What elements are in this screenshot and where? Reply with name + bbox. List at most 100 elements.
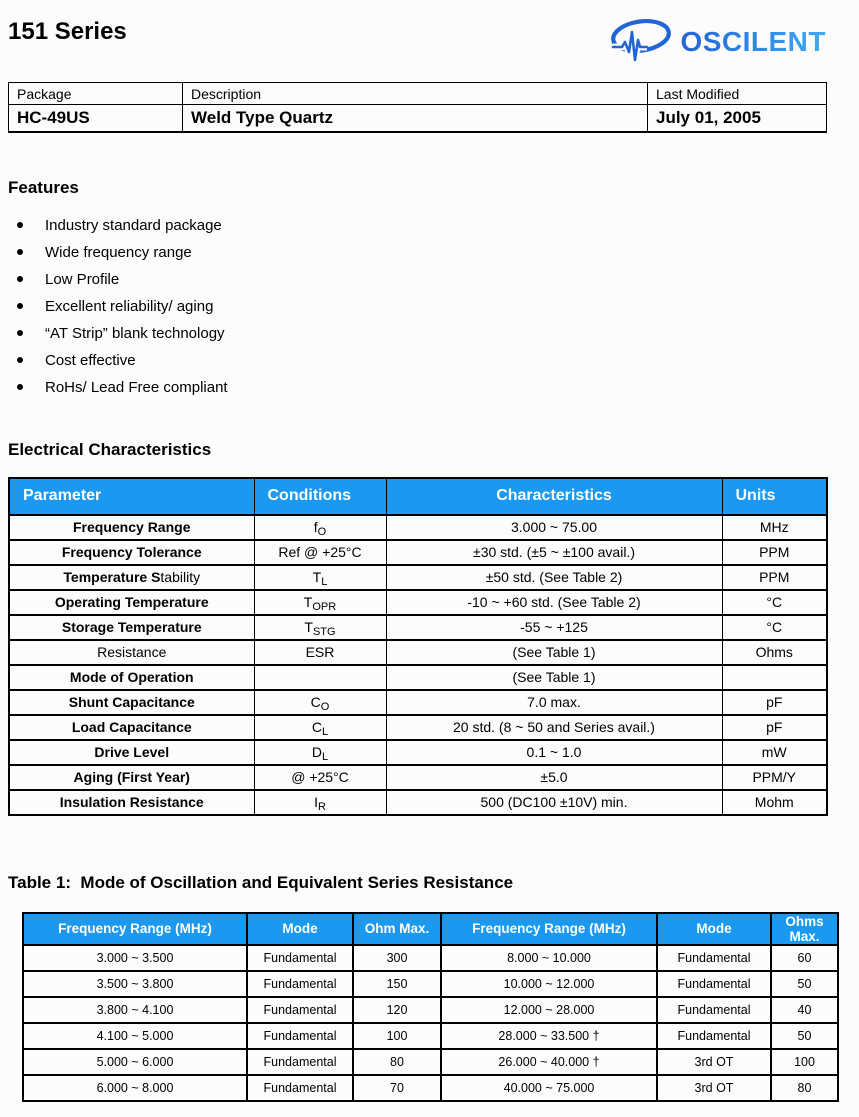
ec-cell-units: °C (721, 614, 828, 640)
t1-header-mode-1: Mode (246, 911, 354, 946)
t1-header-ohms-max: Ohms Max. (770, 911, 839, 946)
ec-cell-conditions: TL (253, 564, 387, 590)
bullet-icon (17, 384, 23, 390)
ec-cell-units: PPM (721, 539, 828, 565)
ec-cell-conditions: Ref @ +25°C (253, 539, 387, 565)
ec-row: Load Capacitance CL 20 std. (8 ~ 50 and … (8, 714, 828, 740)
info-value-package: HC-49US (8, 104, 183, 132)
t1-cell: 80 (352, 1047, 442, 1076)
feature-item: RoHs/ Lead Free compliant (8, 374, 826, 401)
t1-row: 5.000 ~ 6.000 Fundamental 80 26.000 ~ 40… (22, 1047, 839, 1076)
ec-cell-units: °C (721, 589, 828, 615)
ec-row: Drive Level DL 0.1 ~ 1.0 mW (8, 739, 828, 765)
ec-cell-characteristics: 0.1 ~ 1.0 (385, 739, 723, 765)
ec-row: Resistance ESR (See Table 1) Ohms (8, 639, 828, 665)
ec-cell-conditions: TOPR (253, 589, 387, 615)
ec-row: Storage Temperature TSTG -55 ~ +125 °C (8, 614, 828, 640)
t1-cell: 50 (770, 969, 839, 998)
bullet-icon (17, 357, 23, 363)
ec-cell-characteristics: 20 std. (8 ~ 50 and Series avail.) (385, 714, 723, 740)
bullet-icon (17, 303, 23, 309)
ec-cell-conditions (253, 664, 387, 690)
pulse-ellipse-icon (608, 14, 676, 69)
ec-cell-param: Resistance (8, 639, 255, 665)
feature-item: Low Profile (8, 266, 826, 293)
ec-cell-characteristics: -10 ~ +60 std. (See Table 2) (385, 589, 723, 615)
ec-cell-param: Shunt Capacitance (8, 689, 255, 715)
t1-row: 3.800 ~ 4.100 Fundamental 120 12.000 ~ 2… (22, 995, 839, 1024)
info-header-last-modified: Last Modified (647, 82, 827, 105)
ec-cell-conditions: ESR (253, 639, 387, 665)
ec-cell-param: Storage Temperature (8, 614, 255, 640)
bullet-icon (17, 249, 23, 255)
ec-cell-units: PPM/Y (721, 764, 828, 790)
bullet-icon (17, 330, 23, 336)
ec-row: Insulation Resistance IR 500 (DC100 ±10V… (8, 789, 828, 815)
bullet-icon (17, 276, 23, 282)
ec-cell-conditions: @ +25°C (253, 764, 387, 790)
ec-cell-param: Mode of Operation (8, 664, 255, 690)
t1-row: 6.000 ~ 8.000 Fundamental 70 40.000 ~ 75… (22, 1073, 839, 1102)
info-header-row: Package Description Last Modified (8, 82, 827, 105)
ec-row: Temperature Stability TL ±50 std. (See T… (8, 564, 828, 590)
table1-heading: Table 1: Mode of Oscillation and Equival… (8, 872, 514, 892)
t1-cell: 100 (352, 1021, 442, 1050)
ec-header-parameter: Parameter (8, 477, 255, 515)
feature-item: “AT Strip” blank technology (8, 320, 826, 347)
ec-cell-characteristics: (See Table 1) (385, 639, 723, 665)
ec-cell-param: Frequency Tolerance (8, 539, 255, 565)
t1-cell: 3.800 ~ 4.100 (22, 995, 248, 1024)
ec-cell-conditions: TSTG (253, 614, 387, 640)
ec-cell-conditions: DL (253, 739, 387, 765)
t1-cell: 26.000 ~ 40.000 † (440, 1047, 658, 1076)
t1-cell: 3rd OT (656, 1047, 772, 1076)
info-value-description: Weld Type Quartz (182, 104, 648, 132)
ec-cell-param: Aging (First Year) (8, 764, 255, 790)
package-info-table: Package Description Last Modified HC-49U… (8, 82, 827, 133)
ec-cell-conditions: CO (253, 689, 387, 715)
t1-cell: Fundamental (246, 969, 354, 998)
feature-item: Cost effective (8, 347, 826, 374)
t1-cell: 80 (770, 1073, 839, 1102)
ec-cell-conditions: fO (253, 514, 387, 540)
t1-cell: 6.000 ~ 8.000 (22, 1073, 248, 1102)
t1-cell: 5.000 ~ 6.000 (22, 1047, 248, 1076)
info-header-description: Description (182, 82, 648, 105)
ec-header-characteristics: Characteristics (385, 477, 723, 515)
info-value-last-modified: July 01, 2005 (647, 104, 827, 132)
t1-cell: 10.000 ~ 12.000 (440, 969, 658, 998)
t1-cell: Fundamental (656, 995, 772, 1024)
t1-cell: 100 (770, 1047, 839, 1076)
electrical-heading: Electrical Characteristics (8, 439, 212, 459)
ec-cell-param: Drive Level (8, 739, 255, 765)
ec-row: Operating Temperature TOPR -10 ~ +60 std… (8, 589, 828, 615)
t1-row: 3.000 ~ 3.500 Fundamental 300 8.000 ~ 10… (22, 943, 839, 972)
ec-cell-units: Ohms (721, 639, 828, 665)
t1-header-ohm-max: Ohm Max. (352, 911, 442, 946)
t1-cell: 40.000 ~ 75.000 (440, 1073, 658, 1102)
t1-cell: Fundamental (656, 969, 772, 998)
info-value-row: HC-49US Weld Type Quartz July 01, 2005 (8, 104, 827, 132)
ec-cell-units: pF (721, 714, 828, 740)
ec-cell-characteristics: 7.0 max. (385, 689, 723, 715)
ec-cell-units: pF (721, 689, 828, 715)
ec-cell-param: Temperature Stability (8, 564, 255, 590)
ec-cell-param: Frequency Range (8, 514, 255, 540)
t1-cell: Fundamental (246, 1073, 354, 1102)
ec-row: Mode of Operation (See Table 1) (8, 664, 828, 690)
t1-row: 4.100 ~ 5.000 Fundamental 100 28.000 ~ 3… (22, 1021, 839, 1050)
ec-row: Aging (First Year) @ +25°C ±5.0 PPM/Y (8, 764, 828, 790)
t1-cell: 70 (352, 1073, 442, 1102)
t1-cell: Fundamental (656, 1021, 772, 1050)
t1-cell: 3.500 ~ 3.800 (22, 969, 248, 998)
ec-cell-units (721, 664, 828, 690)
ec-cell-characteristics: (See Table 1) (385, 664, 723, 690)
ec-header-row: Parameter Conditions Characteristics Uni… (8, 477, 828, 515)
t1-cell: 60 (770, 943, 839, 972)
t1-cell: 3.000 ~ 3.500 (22, 943, 248, 972)
ec-cell-conditions: CL (253, 714, 387, 740)
info-header-package: Package (8, 82, 183, 105)
ec-row: Shunt Capacitance CO 7.0 max. pF (8, 689, 828, 715)
t1-cell: Fundamental (246, 943, 354, 972)
